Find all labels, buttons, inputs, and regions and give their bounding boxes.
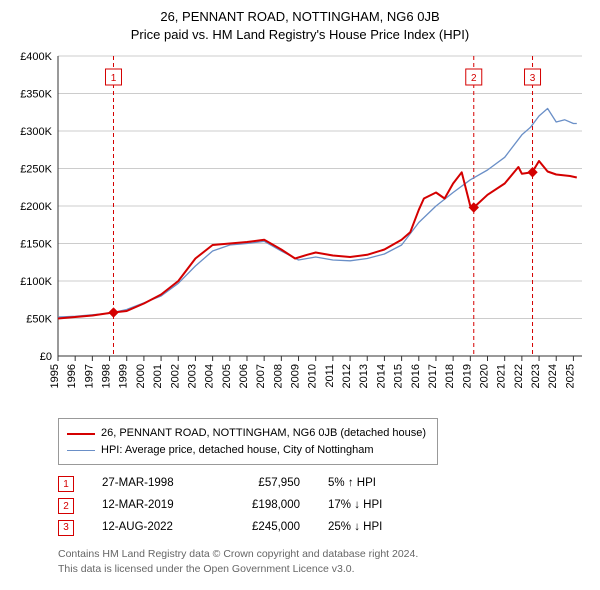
marker-row-badge: 1 — [58, 476, 74, 492]
chart-container: 26, PENNANT ROAD, NOTTINGHAM, NG6 0JB Pr… — [0, 0, 600, 586]
y-tick-label: £100K — [20, 276, 52, 288]
y-tick-label: £300K — [20, 126, 52, 138]
marker-badge-num: 3 — [530, 73, 536, 84]
chart-svg: £0 £50K £100K £150K £200K £250K £300K £350K £400… — [12, 50, 588, 410]
legend-label: 26, PENNANT ROAD, NOTTINGHAM, NG6 0JB (d… — [101, 425, 426, 442]
marker-row-badge: 2 — [58, 498, 74, 514]
marker-row-price: £198,000 — [230, 495, 300, 517]
marker-row-date: 27-MAR-1998 — [102, 473, 202, 495]
x-tick-label: 2016 — [410, 364, 422, 388]
x-tick-label: 2000 — [135, 364, 147, 388]
y-tick-label: £200K — [20, 201, 52, 213]
x-tick-label: 2025 — [564, 364, 576, 388]
x-tick-label: 2021 — [496, 364, 508, 388]
marker-row: 1 27-MAR-1998 £57,950 5% ↑ HPI — [58, 473, 584, 495]
title-line-1: 26, PENNANT ROAD, NOTTINGHAM, NG6 0JB — [12, 8, 588, 26]
marker-row-price: £245,000 — [230, 517, 300, 539]
x-tick-label: 2022 — [513, 364, 525, 388]
chart-plot: £0 £50K £100K £150K £200K £250K £300K £350K £400… — [12, 50, 588, 410]
legend-item: HPI: Average price, detached house, City… — [67, 442, 429, 459]
title-line-2: Price paid vs. HM Land Registry's House … — [12, 26, 588, 44]
x-tick-label: 2014 — [375, 364, 387, 388]
x-tick-label: 1998 — [101, 364, 113, 388]
x-tick-label: 2011 — [324, 364, 336, 388]
x-tick-label: 2010 — [307, 364, 319, 388]
footer-line-1: Contains HM Land Registry data © Crown c… — [58, 547, 584, 562]
x-tick-label: 2017 — [427, 364, 439, 388]
legend-label: HPI: Average price, detached house, City… — [101, 442, 374, 459]
x-tick-label: 2024 — [547, 364, 559, 388]
x-tick-label: 2008 — [272, 364, 284, 388]
x-tick-label: 2018 — [444, 364, 456, 388]
y-tick-label: £250K — [20, 164, 52, 176]
footer-attribution: Contains HM Land Registry data © Crown c… — [58, 547, 584, 576]
marker-row: 3 12-AUG-2022 £245,000 25% ↓ HPI — [58, 517, 584, 539]
legend-swatch — [67, 450, 95, 451]
x-tick-label: 2006 — [238, 364, 250, 388]
y-tick-label: £0 — [40, 351, 52, 363]
y-tick-label: £400K — [20, 51, 52, 63]
x-tick-label: 2013 — [358, 364, 370, 388]
footer-line-2: This data is licensed under the Open Gov… — [58, 562, 584, 577]
y-tick-label: £350K — [20, 89, 52, 101]
marker-row-badge: 3 — [58, 520, 74, 536]
marker-badge-num: 2 — [471, 73, 477, 84]
y-tick-label: £50K — [26, 314, 52, 326]
legend-swatch — [67, 433, 95, 435]
marker-row-price: £57,950 — [230, 473, 300, 495]
x-tick-label: 2004 — [204, 364, 216, 388]
marker-row-date: 12-MAR-2019 — [102, 495, 202, 517]
x-tick-label: 2007 — [255, 364, 267, 388]
marker-row-diff: 17% ↓ HPI — [328, 495, 418, 517]
chart-title: 26, PENNANT ROAD, NOTTINGHAM, NG6 0JB Pr… — [12, 8, 588, 44]
x-tick-label: 2001 — [152, 364, 164, 388]
markers-table: 1 27-MAR-1998 £57,950 5% ↑ HPI 2 12-MAR-2019 £… — [58, 473, 584, 539]
marker-row-diff: 25% ↓ HPI — [328, 517, 418, 539]
x-tick-label: 2023 — [530, 364, 542, 388]
y-tick-label: £150K — [20, 239, 52, 251]
x-tick-label: 2015 — [393, 364, 405, 388]
marker-row-date: 12-AUG-2022 — [102, 517, 202, 539]
legend-item: 26, PENNANT ROAD, NOTTINGHAM, NG6 0JB (d… — [67, 425, 429, 442]
legend: 26, PENNANT ROAD, NOTTINGHAM, NG6 0JB (d… — [58, 418, 438, 465]
x-tick-label: 2009 — [290, 364, 302, 388]
x-tick-label: 2020 — [479, 364, 491, 388]
marker-badge-num: 1 — [111, 73, 117, 84]
x-tick-label: 1995 — [49, 364, 61, 388]
x-tick-label: 1996 — [66, 364, 78, 388]
x-tick-label: 1997 — [83, 364, 95, 388]
marker-row-diff: 5% ↑ HPI — [328, 473, 418, 495]
x-tick-label: 2005 — [221, 364, 233, 388]
x-tick-label: 2012 — [341, 364, 353, 388]
x-tick-label: 2019 — [461, 364, 473, 388]
x-tick-label: 2002 — [169, 364, 181, 388]
x-tick-label: 2003 — [186, 364, 198, 388]
marker-row: 2 12-MAR-2019 £198,000 17% ↓ HPI — [58, 495, 584, 517]
x-tick-label: 1999 — [118, 364, 130, 388]
